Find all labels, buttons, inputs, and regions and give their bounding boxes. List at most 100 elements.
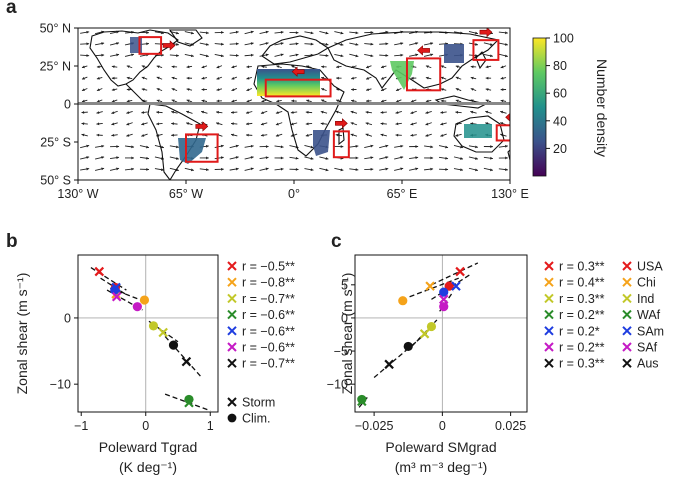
- wind-vector-head: [86, 42, 90, 46]
- x-tick-label: −0.025: [355, 419, 394, 433]
- x-axis-unit: (m³ m⁻³ deg⁻¹): [395, 459, 488, 475]
- wind-vector-head: [370, 167, 374, 171]
- wind-vector-head: [201, 76, 205, 80]
- wind-vector-head: [216, 99, 220, 103]
- y-tick-label: 5: [341, 278, 348, 292]
- wind-vector-head: [355, 168, 359, 172]
- wind-vector-head: [275, 111, 279, 114]
- legend-marker-aus: [227, 358, 237, 368]
- wind-vector-head: [280, 156, 284, 160]
- wind-vector-head: [440, 88, 444, 91]
- wind-vector-head: [280, 30, 284, 34]
- wind-vector-head: [290, 111, 294, 114]
- wind-vector-head: [265, 156, 269, 160]
- clim-point-aus: [168, 340, 179, 350]
- wind-vector-head: [505, 144, 508, 148]
- wind-vector-head: [126, 122, 130, 126]
- wind-vector-head: [116, 156, 120, 160]
- y-tick-label: 0: [64, 311, 71, 325]
- wind-vector-head: [201, 110, 205, 114]
- wind-vector-head: [366, 65, 370, 69]
- wind-vector-head: [101, 53, 105, 57]
- wind-vector-head: [400, 144, 404, 148]
- wind-vector-head: [395, 99, 399, 103]
- wind-vector-head: [96, 65, 100, 69]
- wind-vector-head: [455, 88, 459, 91]
- wind-vector-head: [246, 76, 250, 80]
- wind-vector-head: [310, 42, 314, 46]
- fit-line-sam: [100, 277, 127, 296]
- wind-vector-head: [81, 122, 85, 126]
- wind-vector-head: [340, 43, 344, 46]
- wind-vector-head: [291, 65, 295, 68]
- region-arrow-chi: [479, 28, 493, 38]
- clim-point-waf: [357, 394, 367, 405]
- x-axis-label: Poleward Tgrad: [99, 439, 198, 455]
- wind-vector-head: [425, 122, 429, 126]
- wind-vector-head: [96, 133, 100, 137]
- wind-vector-head: [381, 88, 385, 91]
- wind-vector-head: [190, 31, 194, 35]
- wind-vector-head: [340, 145, 344, 149]
- map-x-tick-label: 0°: [288, 187, 300, 201]
- wind-vector-head: [440, 99, 444, 103]
- panel-c-scatter: −0.025 0 0.025 5 0 −5 −10 Poleward SMgrad (m³ m⁻…: [327, 254, 664, 475]
- y-tick-label: −10: [50, 378, 71, 392]
- wind-vector-head: [485, 110, 489, 114]
- storm-point-ind: [158, 327, 168, 338]
- wind-vector-head: [370, 31, 374, 34]
- wind-vector-head: [171, 133, 174, 137]
- wind-vector-head: [156, 122, 160, 126]
- wind-vector-head: [96, 99, 100, 103]
- wind-vector-head: [111, 122, 115, 126]
- colorbar-tick-label: 80: [553, 59, 567, 73]
- wind-vector-head: [415, 42, 419, 45]
- wind-vector-head: [101, 42, 105, 46]
- wind-vector-head: [86, 167, 90, 171]
- legend-clim-marker: [227, 413, 237, 423]
- wind-vector-head: [385, 42, 389, 46]
- wind-vector-head: [410, 133, 414, 137]
- wind-vector-head: [410, 111, 414, 114]
- wind-vector-head: [460, 168, 463, 172]
- wind-vector-head: [250, 156, 254, 159]
- wind-vector-head: [425, 111, 429, 114]
- wind-vector-head: [280, 42, 284, 45]
- wind-vector-head: [205, 168, 209, 172]
- wind-vector-head: [141, 134, 145, 137]
- colorbar-gradient: [532, 37, 547, 177]
- wind-vector-head: [116, 42, 120, 45]
- region-box-sam: [185, 133, 219, 163]
- wind-vector-head: [500, 65, 504, 69]
- wind-vector-head: [370, 42, 374, 46]
- region-arrow-usa: [162, 40, 176, 51]
- wind-vector-head: [126, 133, 130, 137]
- legend-r-sam: r = 0.2*: [559, 324, 600, 338]
- wind-vector-head: [171, 65, 175, 69]
- wind-vector-head: [176, 42, 179, 46]
- storm-point-usa: [94, 266, 105, 277]
- legend-storm-marker: [227, 397, 237, 407]
- legend-marker-sam: [227, 326, 237, 336]
- wind-vector-head: [116, 145, 120, 148]
- wind-vector-head: [275, 133, 279, 137]
- wind-vector-head: [350, 133, 354, 137]
- wind-vector-head: [116, 53, 120, 57]
- wind-vector-head: [101, 167, 105, 171]
- wind-vector-head: [116, 167, 120, 171]
- legend-r-ind: r = 0.3**: [559, 292, 605, 306]
- name-legend-marker-usa: [622, 261, 632, 271]
- wind-vector-head: [245, 111, 249, 114]
- wind-vector-head: [366, 88, 369, 91]
- wind-vector-head: [81, 65, 85, 69]
- wind-vector-head: [355, 156, 359, 160]
- wind-vector-head: [370, 156, 374, 160]
- legend-marker-aus: [544, 358, 554, 368]
- wind-vector-head: [336, 76, 339, 80]
- wind-vector-head: [276, 65, 280, 69]
- wind-vector-head: [485, 65, 489, 69]
- wind-vector-head: [156, 110, 160, 114]
- legend-r-waf: r = 0.2**: [559, 308, 605, 322]
- wind-vector-head: [201, 88, 205, 91]
- wind-vector-head: [475, 145, 478, 149]
